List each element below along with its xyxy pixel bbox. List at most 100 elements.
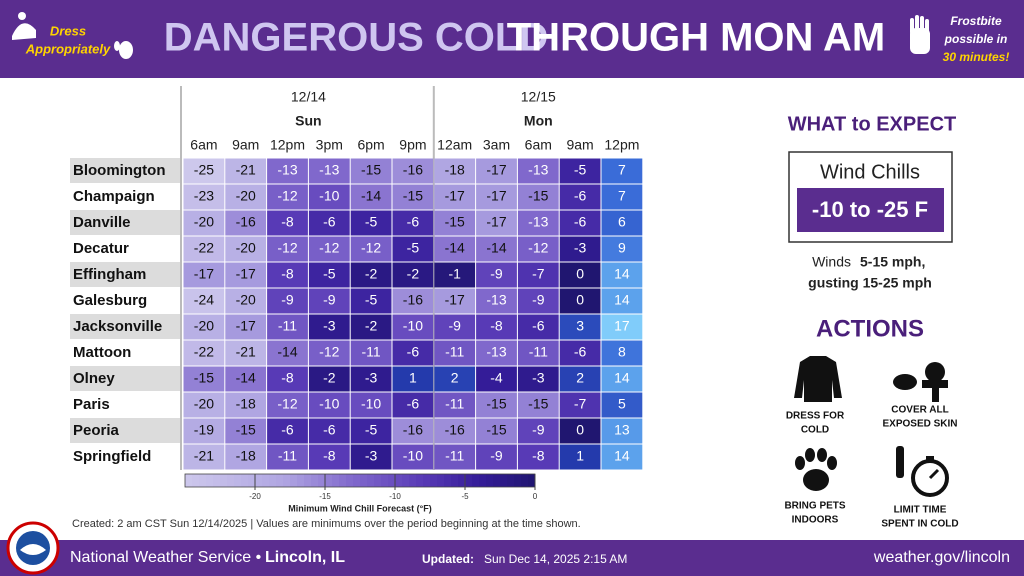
cell-value: -15: [528, 396, 548, 412]
cell: [308, 314, 350, 340]
colorbar-tick-label: -10: [389, 492, 401, 501]
cell-value: -10: [361, 396, 381, 412]
colorbar-segment: [381, 474, 389, 487]
cell: [559, 392, 601, 418]
cell-value: -15: [528, 188, 548, 204]
cell: [308, 340, 350, 366]
action-label: DRESS FOR: [786, 411, 845, 422]
cell: [476, 418, 517, 444]
cell-value: -2: [365, 318, 378, 334]
cell: [392, 236, 434, 262]
cell: [183, 340, 225, 366]
colorbar-segment: [493, 474, 501, 487]
left-note: Dress: [50, 23, 86, 38]
cell: [601, 210, 643, 236]
cell: [559, 158, 601, 184]
cell: [559, 236, 601, 262]
cell-value: -20: [236, 292, 256, 308]
cell: [308, 262, 350, 288]
cell-value: -6: [407, 344, 420, 360]
city-label: Paris: [73, 396, 110, 413]
date-label: 12/14: [291, 89, 326, 105]
cell-value: -6: [407, 214, 420, 230]
cell-value: -3: [574, 240, 587, 256]
colorbar-segment: [241, 474, 249, 487]
action-label: EXPOSED SKIN: [882, 419, 957, 430]
city-bg: [70, 314, 180, 339]
cell-value: -21: [236, 162, 256, 178]
colorbar-segment: [479, 474, 487, 487]
cell-value: -23: [194, 188, 214, 204]
cell: [476, 288, 517, 314]
cell-value: -8: [490, 318, 503, 334]
cell: [308, 288, 350, 314]
time-label: 12pm: [270, 137, 305, 153]
cell: [601, 366, 643, 392]
colorbar-segment: [346, 474, 354, 487]
cell-value: -2: [365, 266, 378, 282]
cell: [183, 314, 225, 340]
cell-value: -16: [236, 214, 256, 230]
city-label: Peoria: [73, 422, 120, 439]
cell: [350, 158, 392, 184]
cell-value: -6: [574, 344, 587, 360]
cell-value: 17: [614, 318, 630, 334]
colorbar-segment: [220, 474, 228, 487]
cell-value: -12: [361, 240, 381, 256]
colorbar-segment: [486, 474, 494, 487]
cell: [225, 314, 267, 340]
cell-value: -17: [194, 266, 214, 282]
footer-office: Lincoln, IL: [265, 549, 345, 566]
cell: [392, 158, 434, 184]
cell: [434, 288, 476, 314]
cell: [434, 340, 476, 366]
colorbar-segment: [409, 474, 417, 487]
cell-value: 0: [576, 266, 584, 282]
cell: [392, 444, 434, 470]
cell: [392, 184, 434, 210]
actions-title: ACTIONS: [816, 315, 924, 342]
cell: [225, 444, 267, 470]
cell: [559, 314, 601, 340]
time-label: 9pm: [399, 137, 426, 153]
cell-value: 9: [618, 240, 626, 256]
cell-value: -15: [236, 422, 256, 438]
cell: [350, 288, 392, 314]
cell-value: 7: [618, 188, 626, 204]
cell: [267, 158, 308, 184]
footer-agency: National Weather Service •: [70, 549, 261, 566]
city-label: Olney: [73, 370, 115, 387]
cell: [183, 288, 225, 314]
cell-value: -10: [403, 448, 423, 464]
day-label: Sun: [295, 113, 321, 129]
cell: [601, 262, 643, 288]
cell-value: -20: [236, 188, 256, 204]
cell: [517, 314, 559, 340]
cell-value: -5: [365, 422, 378, 438]
cell-value: -9: [323, 292, 336, 308]
cell-value: -13: [486, 292, 506, 308]
cell: [183, 366, 225, 392]
cell: [225, 184, 267, 210]
colorbar-segment: [465, 474, 473, 487]
colorbar-segment: [332, 474, 340, 487]
cell: [308, 236, 350, 262]
frostbite-icon: [910, 15, 930, 54]
cell: [267, 314, 308, 340]
cell: [434, 366, 476, 392]
cell-value: -11: [445, 344, 464, 360]
cell: [601, 158, 643, 184]
cell-value: -15: [361, 162, 381, 178]
footer-url[interactable]: weather.gov/lincoln: [873, 549, 1010, 566]
city-label: Champaign: [73, 188, 155, 205]
cell: [601, 340, 643, 366]
colorbar-segment: [388, 474, 396, 487]
cell: [601, 418, 643, 444]
cell: [350, 184, 392, 210]
time-label: 6am: [525, 137, 552, 153]
cell: [434, 392, 476, 418]
cell-value: -4: [490, 370, 503, 386]
colorbar-segment: [248, 474, 256, 487]
colorbar-segment: [234, 474, 242, 487]
